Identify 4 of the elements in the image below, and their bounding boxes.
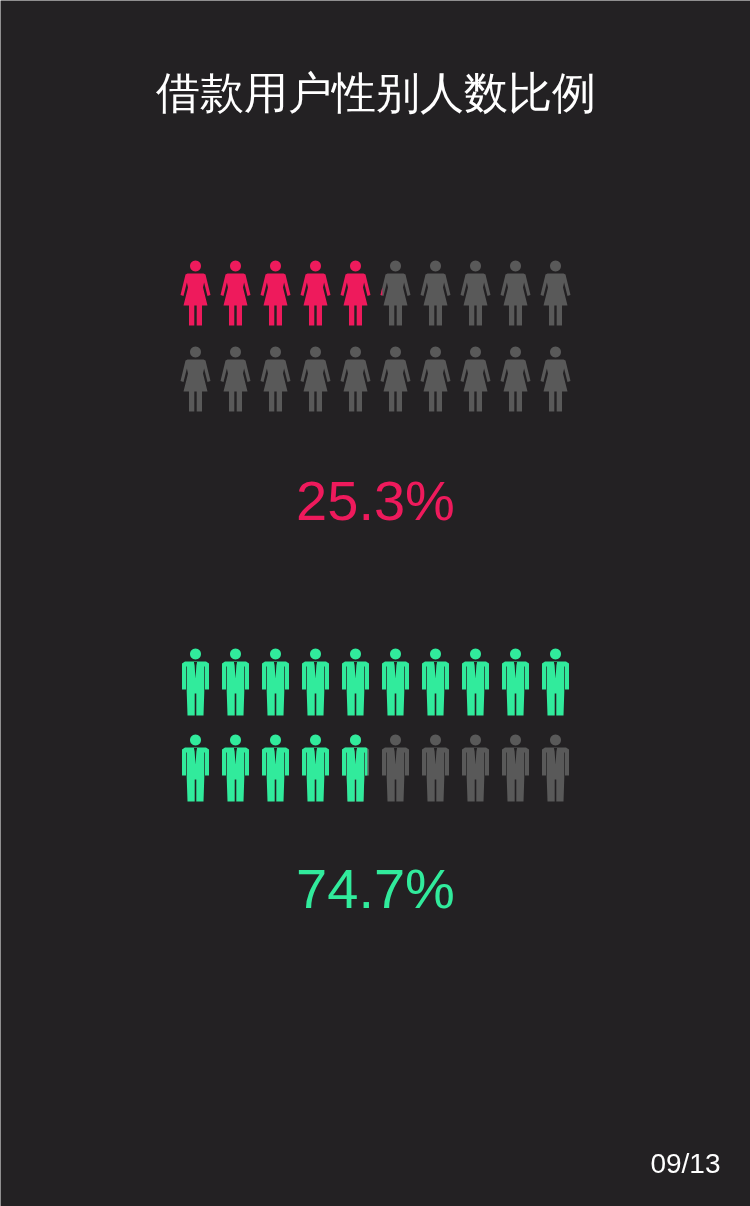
data-label: 25.3% bbox=[296, 469, 455, 532]
text: 09/13 bbox=[650, 1148, 721, 1179]
text: 借款用户性别人数比例 bbox=[155, 67, 596, 118]
data-label: 74.7% bbox=[296, 857, 455, 920]
